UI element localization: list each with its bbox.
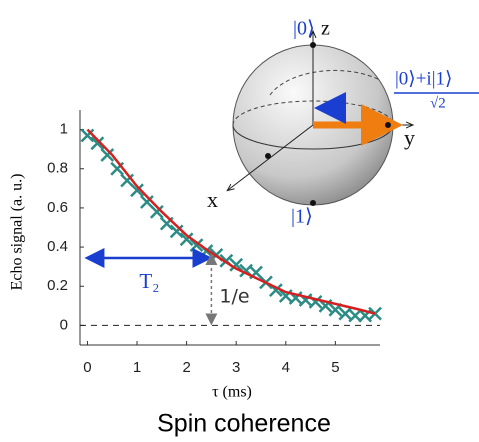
data-point [110,161,125,176]
data-point [348,308,363,323]
y-tick-label: 0 [60,316,68,333]
bloch-z: z [321,18,330,40]
e-label: 1/e [219,286,249,308]
bloch-denominator: √2 [430,95,446,111]
bloch-bottom: |1⟩ [291,206,313,228]
y-tick-label: 0.6 [47,199,68,216]
y-tick-label: 0.4 [47,238,68,255]
x-axis-label: τ (ms) [212,384,252,401]
data-point [130,183,144,198]
data-point [149,204,164,219]
bloch-top: |0⟩ [293,18,315,40]
t2-label: T₂ [139,269,159,293]
bloch-y: y [404,125,415,150]
fit-line [86,128,376,315]
y-tick-label: 1 [60,121,68,138]
data-point [80,128,95,143]
y-axis-label: Echo signal (a. u.) [9,174,26,291]
y-tick-label: 0.2 [47,277,68,294]
caption: Spin coherence [157,410,331,438]
bloch-x: x [207,187,218,212]
data-point [169,224,184,239]
bloch-state: |0⟩+i|1⟩ [395,68,452,89]
data-point [100,148,115,162]
data-point [179,232,194,247]
data-point [229,257,244,272]
x-tick-label: 4 [282,359,290,376]
x-tick-label: 3 [232,359,240,376]
x-tick-label: 5 [331,359,339,376]
y-tick-label: 0.8 [47,160,68,177]
x-tick-label: 2 [182,359,190,376]
x-tick-label: 0 [83,359,91,376]
x-tick-label: 1 [133,359,141,376]
bloch-sphere: |0⟩ z |0⟩+i|1⟩ √2 y x |1⟩ [207,18,479,228]
data-point [90,136,105,151]
